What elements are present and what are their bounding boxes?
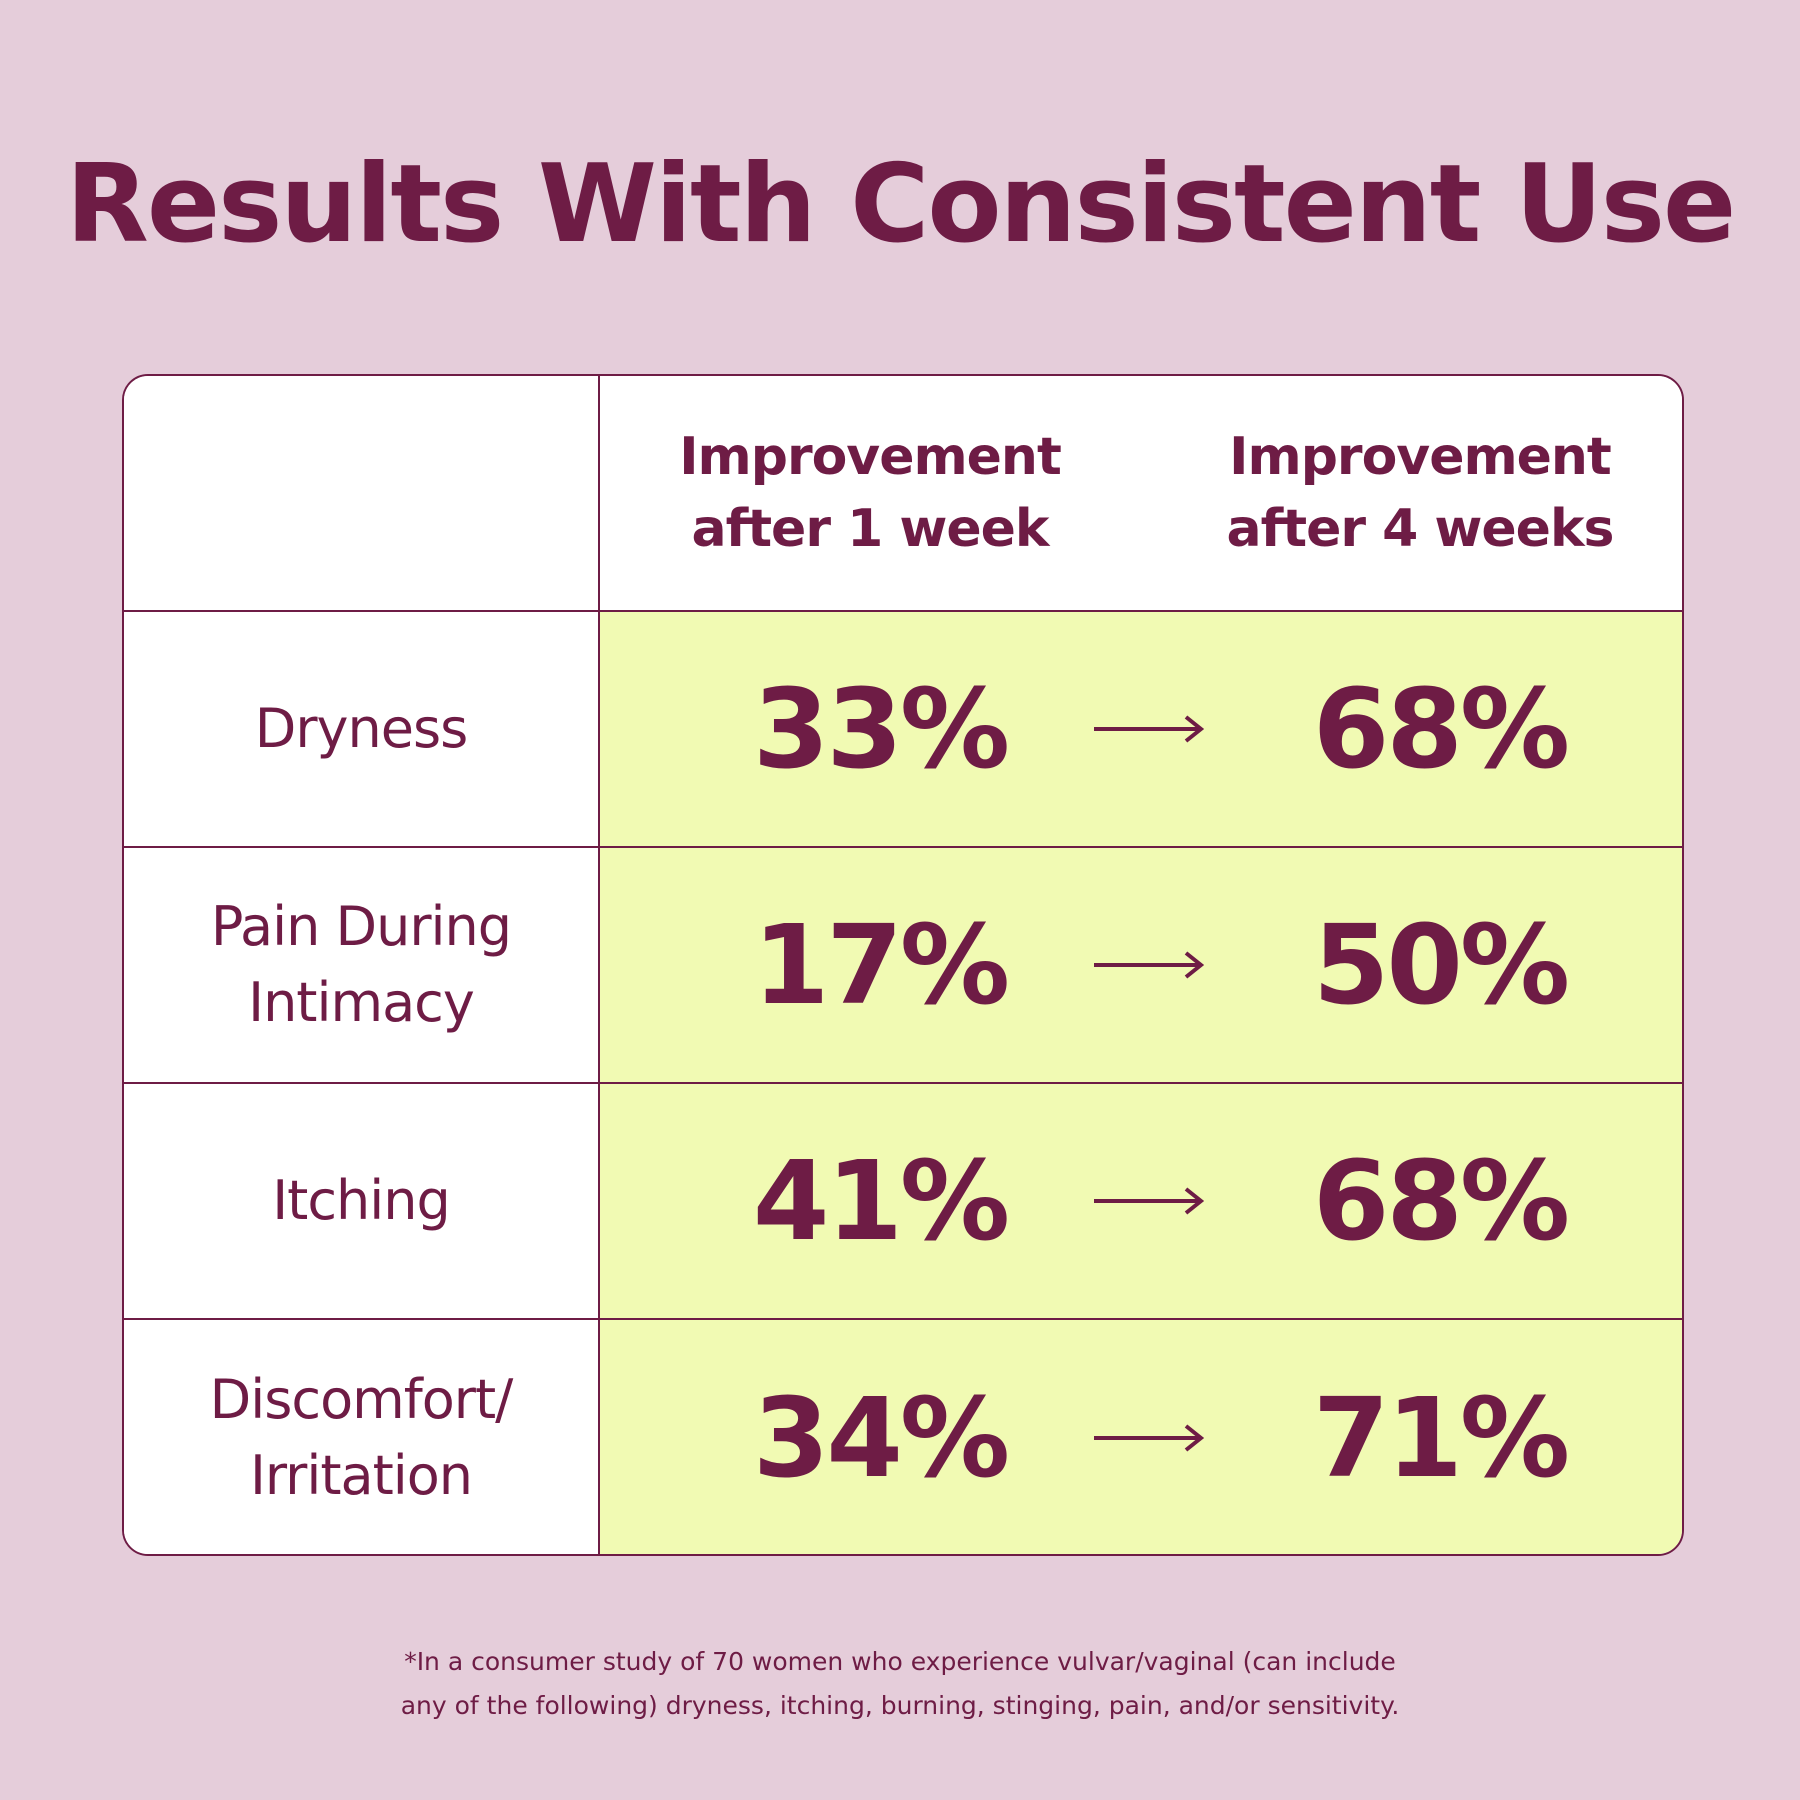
- row-label-cell: Discomfort/ Irritation: [124, 1320, 600, 1554]
- week4-value: 50%: [1312, 901, 1570, 1029]
- footnote-line-1: *In a consumer study of 70 women who exp…: [404, 1647, 1396, 1676]
- week1-value: 33%: [752, 665, 1010, 793]
- table-row-itching: Itching 41% 68%: [124, 1084, 1682, 1320]
- right-arrow-icon: [1094, 951, 1204, 979]
- row-label-cell: Pain During Intimacy: [124, 848, 600, 1082]
- right-arrow-icon: [1094, 1424, 1204, 1452]
- column-header-week4: Improvement after 4 weeks: [1226, 427, 1615, 559]
- week4-value: 71%: [1312, 1374, 1570, 1502]
- row-value-area: 33% 68%: [600, 612, 1682, 846]
- table-row-discomfort-irritation: Discomfort/ Irritation 34% 71%: [124, 1320, 1682, 1554]
- row-value-area: 34% 71%: [600, 1320, 1682, 1554]
- week1-value: 17%: [752, 901, 1010, 1029]
- row-label-cell: Itching: [124, 1084, 600, 1318]
- column-header-week1: Improvement after 1 week: [679, 427, 1062, 559]
- right-arrow-icon: [1094, 1187, 1204, 1215]
- row-label: Discomfort/ Irritation: [209, 1368, 514, 1507]
- table-row-dryness: Dryness 33% 68%: [124, 612, 1682, 848]
- week1-value: 34%: [752, 1374, 1010, 1502]
- table-row-pain-during-intimacy: Pain During Intimacy 17% 50%: [124, 848, 1682, 1084]
- week1-value: 41%: [752, 1137, 1010, 1265]
- table-header-row: Improvement after 1 week Improvement aft…: [124, 376, 1682, 612]
- right-arrow-icon: [1094, 715, 1204, 743]
- week4-value: 68%: [1312, 1137, 1570, 1265]
- footnote: *In a consumer study of 70 women who exp…: [0, 1640, 1800, 1728]
- row-label-cell: Dryness: [124, 612, 600, 846]
- page-title: Results With Consistent Use: [65, 142, 1737, 267]
- row-value-area: 17% 50%: [600, 848, 1682, 1082]
- row-label: Itching: [272, 1169, 451, 1232]
- row-label: Pain During Intimacy: [210, 895, 512, 1034]
- week4-value: 68%: [1312, 665, 1570, 793]
- row-label: Dryness: [254, 697, 468, 760]
- row-value-area: 41% 68%: [600, 1084, 1682, 1318]
- header-value-area: Improvement after 1 week Improvement aft…: [600, 376, 1682, 610]
- header-empty-cell: [124, 376, 600, 610]
- results-table: Improvement after 1 week Improvement aft…: [122, 374, 1684, 1556]
- footnote-line-2: any of the following) dryness, itching, …: [400, 1691, 1400, 1720]
